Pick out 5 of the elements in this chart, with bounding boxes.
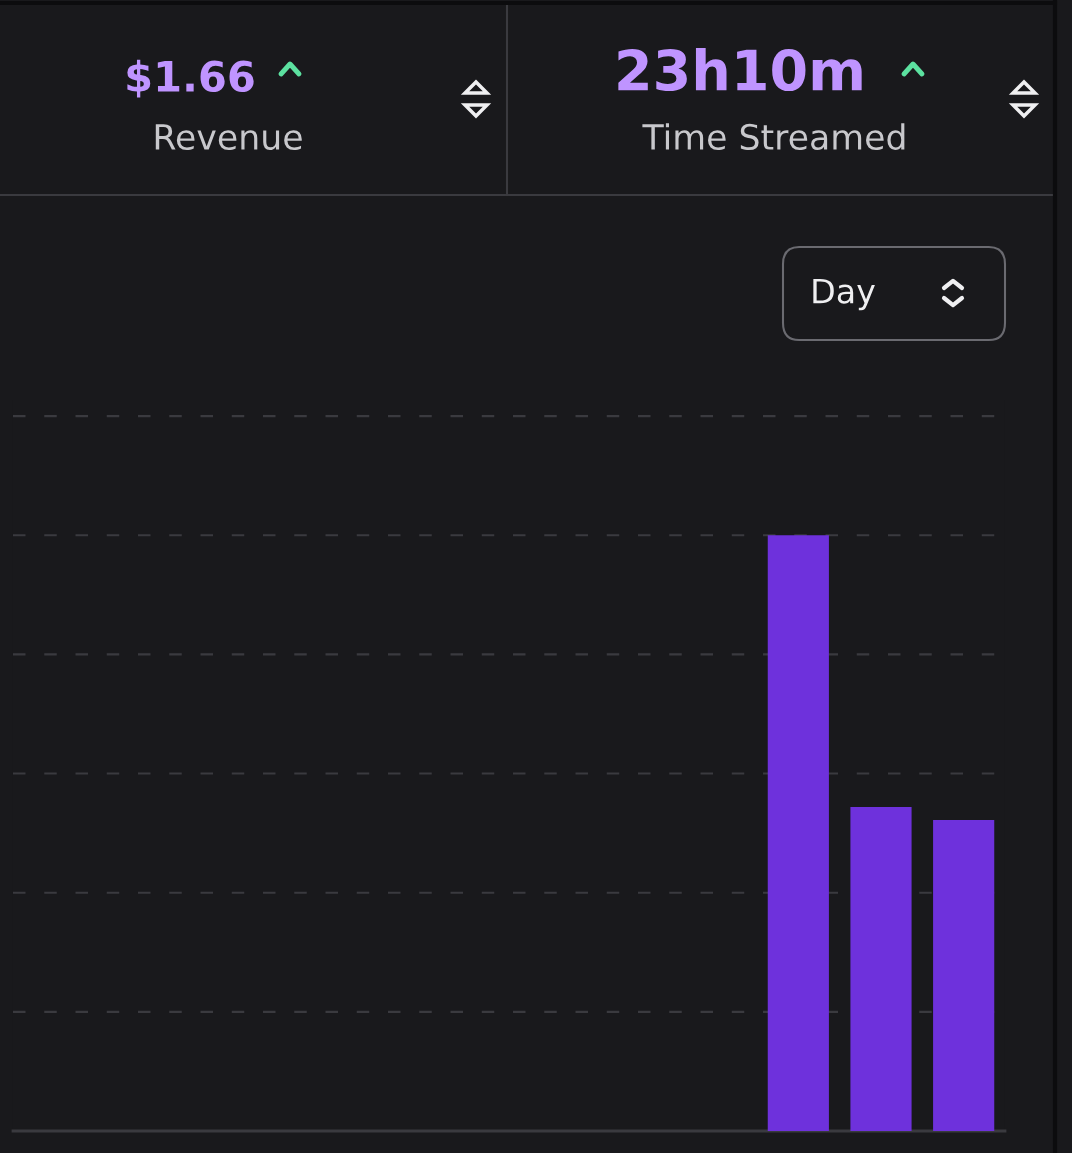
text: Time Streamed bbox=[642, 123, 905, 151]
text: 23h10m bbox=[618, 48, 862, 92]
text: Revenue bbox=[155, 124, 302, 151]
text: $1.66 bbox=[127, 59, 254, 98]
text: Day bbox=[813, 278, 875, 311]
